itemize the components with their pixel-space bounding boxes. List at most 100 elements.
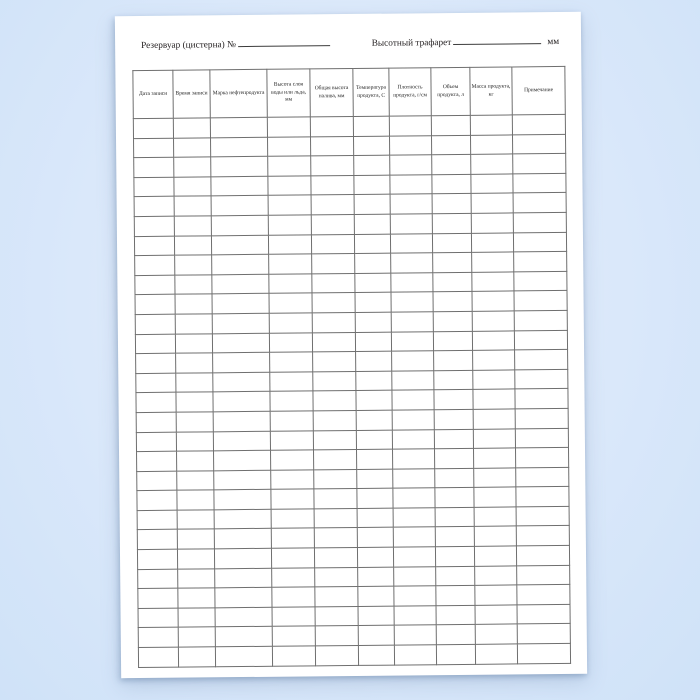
table-cell[interactable] [514,329,568,351]
table-cell[interactable] [173,157,211,177]
table-cell[interactable] [135,314,176,335]
table-cell[interactable] [435,546,475,567]
table-cell[interactable] [215,646,273,667]
table-cell[interactable] [356,410,393,430]
reservoir-input[interactable] [237,38,330,48]
table-cell[interactable] [391,390,435,411]
table-cell[interactable] [356,468,393,489]
table-cell[interactable] [271,508,315,529]
table-cell[interactable] [136,412,177,433]
table-cell[interactable] [174,274,213,295]
table-cell[interactable] [312,292,356,313]
table-cell[interactable] [174,254,212,275]
table-row[interactable] [138,643,571,668]
table-cell[interactable] [173,137,211,158]
table-cell[interactable] [213,430,271,451]
table-cell[interactable] [312,351,356,372]
table-cell[interactable] [134,196,175,217]
table-cell[interactable] [390,292,434,313]
table-cell[interactable] [434,487,475,508]
table-cell[interactable] [472,310,515,331]
table-cell[interactable] [311,214,355,235]
table-cell[interactable] [516,525,570,546]
table-cell[interactable] [431,174,472,195]
table-cell[interactable] [134,274,176,295]
table-cell[interactable] [393,585,437,606]
table-cell[interactable] [177,548,215,569]
table-cell[interactable] [134,216,175,237]
table-cell[interactable] [433,330,473,351]
table-cell[interactable] [214,509,272,530]
table-cell[interactable] [513,290,568,311]
table-cell[interactable] [435,507,475,528]
table-cell[interactable] [471,271,514,292]
table-cell[interactable] [435,565,475,586]
table-cell[interactable] [432,193,472,214]
table-cell[interactable] [356,488,394,509]
table-cell[interactable] [390,213,433,234]
table-cell[interactable] [513,212,567,233]
table-cell[interactable] [310,155,354,176]
table-cell[interactable] [357,586,395,607]
table-cell[interactable] [512,114,566,135]
table-cell[interactable] [516,565,570,586]
table-cell[interactable] [432,213,472,234]
table-cell[interactable] [135,392,177,413]
table-cell[interactable] [515,408,569,429]
table-cell[interactable] [214,548,272,569]
table-cell[interactable] [175,313,213,334]
table-cell[interactable] [389,135,432,156]
table-cell[interactable] [470,134,513,155]
table-cell[interactable] [211,254,269,275]
table-cell[interactable] [177,509,215,530]
table-cell[interactable] [392,448,435,469]
table-cell[interactable] [354,233,391,254]
table-cell[interactable] [515,427,569,449]
table-cell[interactable] [175,294,213,315]
table-cell[interactable] [355,390,393,411]
table-cell[interactable] [214,587,273,608]
table-cell[interactable] [267,136,311,157]
table-cell[interactable] [311,253,355,274]
table-cell[interactable] [432,272,472,293]
table-cell[interactable] [474,506,517,527]
table-cell[interactable] [175,352,213,373]
table-cell[interactable] [211,215,269,236]
table-cell[interactable] [434,428,474,449]
table-cell[interactable] [176,431,214,452]
table-cell[interactable] [135,353,176,374]
table-cell[interactable] [517,623,571,644]
table-cell[interactable] [137,549,178,570]
table-cell[interactable] [354,272,391,293]
table-cell[interactable] [176,470,214,491]
table-cell[interactable] [313,488,358,509]
table-cell[interactable] [313,449,357,470]
table-cell[interactable] [268,254,312,275]
table-cell[interactable] [512,153,566,174]
table-cell[interactable] [212,313,270,334]
table-cell[interactable] [473,467,516,488]
table-cell[interactable] [136,431,177,452]
table-cell[interactable] [214,567,272,589]
table-cell[interactable] [137,510,178,531]
table-cell[interactable] [269,312,313,333]
table-cell[interactable] [394,644,437,665]
table-cell[interactable] [473,428,516,449]
table-cell[interactable] [433,370,473,391]
table-cell[interactable] [212,371,270,393]
table-cell[interactable] [431,134,471,155]
table-cell[interactable] [267,175,312,196]
table-cell[interactable] [270,469,314,490]
table-cell[interactable] [433,389,474,410]
table-cell[interactable] [390,194,433,215]
table-cell[interactable] [135,294,176,315]
table-cell[interactable] [356,429,393,450]
table-cell[interactable] [310,175,355,196]
table-cell[interactable] [137,529,178,550]
table-cell[interactable] [178,646,216,667]
table-cell[interactable] [514,349,568,370]
table-cell[interactable] [516,545,570,566]
table-cell[interactable] [513,192,567,213]
table-cell[interactable] [174,215,212,236]
table-cell[interactable] [312,312,356,333]
